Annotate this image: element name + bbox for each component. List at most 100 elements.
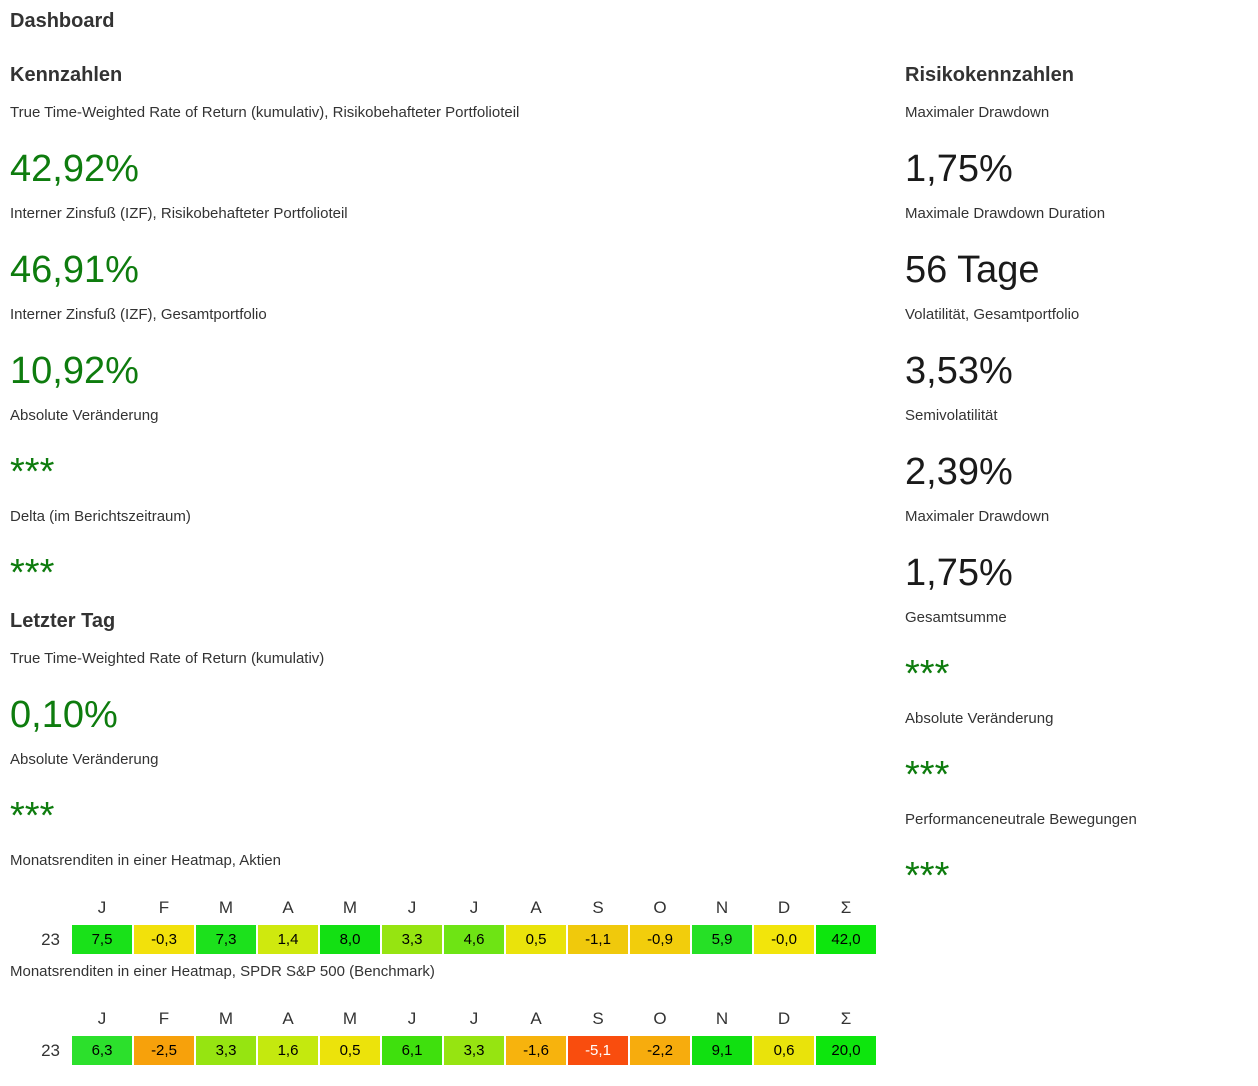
heatmap-column-header: M: [218, 898, 234, 917]
heatmap-cell: -0,3: [134, 925, 194, 954]
heatmap-column-header: J: [469, 1009, 479, 1028]
heatmap-column-header: J: [407, 898, 417, 917]
metric: Maximale Drawdown Duration 56 Tage: [905, 204, 1255, 294]
metric-value: 3,53%: [905, 350, 1013, 392]
heatmap-cell: 6,1: [382, 1036, 442, 1065]
heatmap-cell: 1,4: [258, 925, 318, 954]
metric-label: True Time-Weighted Rate of Return (kumul…: [10, 104, 520, 121]
metric-value: ***: [10, 795, 55, 837]
metric-value: 2,39%: [905, 451, 1013, 493]
metric-value: 56 Tage: [905, 249, 1040, 291]
metric-value: ***: [10, 552, 55, 594]
metric: Semivolatilität 2,39%: [905, 406, 1255, 496]
metric-value: ***: [10, 451, 55, 493]
heatmap-column-header: D: [777, 1009, 791, 1028]
section-title: Letzter Tag: [10, 610, 116, 632]
metric: Absolute Veränderung ***: [10, 406, 890, 496]
metric-value: 46,91%: [10, 249, 139, 291]
heatmap-column-header: A: [282, 898, 294, 917]
page-title: Dashboard: [10, 10, 115, 32]
heatmap-title: Monatsrenditen in einer Heatmap, Aktien: [10, 852, 281, 869]
heatmap-table: J F M A M J J A S O N D Σ 23 6,3 -2,5 3,3 1,6 0,5 6,1 3,3 -1,…: [10, 1006, 890, 1065]
metric-label: Maximaler Drawdown: [905, 508, 1050, 525]
metric-value: 0,10%: [10, 694, 118, 736]
heatmap-column-header: A: [530, 1009, 542, 1028]
heatmap-column-header: Σ: [840, 1009, 852, 1028]
metric-value: 10,92%: [10, 350, 139, 392]
heatmap-column-header: O: [653, 1009, 667, 1028]
metric: Maximaler Drawdown 1,75%: [905, 507, 1255, 597]
metric-label: Semivolatilität: [905, 407, 998, 424]
heatmap-cell: 0,5: [506, 925, 566, 954]
metric-label: Interner Zinsfuß (IZF), Risikobehafteter…: [10, 205, 348, 222]
heatmap-row-label: 23: [41, 930, 60, 949]
heatmap-row-label: 23: [41, 1041, 60, 1060]
heatmap-cell: 3,3: [196, 1036, 256, 1065]
heatmap-cell: 6,3: [72, 1036, 132, 1065]
heatmap-cell: 4,6: [444, 925, 504, 954]
heatmap-title: Monatsrenditen in einer Heatmap, SPDR S&…: [10, 963, 435, 980]
heatmap-column-header: S: [592, 898, 604, 917]
heatmap-cell: -2,5: [134, 1036, 194, 1065]
metric: True Time-Weighted Rate of Return (kumul…: [10, 649, 890, 739]
metric-label: Gesamtsumme: [905, 609, 1007, 626]
heatmap-cell: 3,3: [382, 925, 442, 954]
heatmap-column-header: Σ: [840, 898, 852, 917]
heatmap-corner-spacer: [10, 1006, 70, 1032]
metric: Absolute Veränderung ***: [905, 709, 1255, 799]
heatmap-cell: 0,5: [320, 1036, 380, 1065]
heatmap-data-row: 23 6,3 -2,5 3,3 1,6 0,5 6,1 3,3 -1,6 -5,1 -2,2 9,1 0…: [10, 1036, 890, 1065]
heatmap-cell: -5,1: [568, 1036, 628, 1065]
heatmap-column-header: F: [158, 1009, 170, 1028]
metric-label: Maximale Drawdown Duration: [905, 205, 1106, 222]
metric-value: ***: [905, 754, 950, 796]
heatmap-column-header: J: [469, 898, 479, 917]
metric-label: Volatilität, Gesamtportfolio: [905, 306, 1080, 323]
metric: Volatilität, Gesamtportfolio 3,53%: [905, 305, 1255, 395]
metric: Interner Zinsfuß (IZF), Risikobehafteter…: [10, 204, 890, 294]
metric-value: ***: [905, 653, 950, 695]
heatmap-column-header: O: [653, 898, 667, 917]
heatmap-cell: 7,3: [196, 925, 256, 954]
heatmap-cell: -2,2: [630, 1036, 690, 1065]
metric: Delta (im Berichtszeitraum) ***: [10, 507, 890, 597]
heatmap-column-header: M: [342, 1009, 358, 1028]
metric-label: Maximaler Drawdown: [905, 104, 1050, 121]
section-title: Risikokennzahlen: [905, 64, 1074, 86]
metric-label: Performanceneutrale Bewegungen: [905, 811, 1137, 828]
metric-label: Delta (im Berichtszeitraum): [10, 508, 191, 525]
heatmap-cell: 8,0: [320, 925, 380, 954]
heatmap-cell: 20,0: [816, 1036, 876, 1065]
metric: Maximaler Drawdown 1,75%: [905, 103, 1255, 193]
heatmap-column-header: J: [407, 1009, 417, 1028]
heatmap-column-header: J: [97, 1009, 107, 1028]
heatmap-widget: Monatsrenditen in einer Heatmap, Aktien J…: [10, 851, 890, 954]
metric: Absolute Veränderung ***: [10, 750, 890, 840]
heatmap-column-header: N: [715, 1009, 729, 1028]
heatmap-column-header: A: [282, 1009, 294, 1028]
metric: Gesamtsumme ***: [905, 608, 1255, 698]
heatmap-cell: -1,1: [568, 925, 628, 954]
heatmap-column-header: F: [158, 898, 170, 917]
heatmap-data-row: 23 7,5 -0,3 7,3 1,4 8,0 3,3 4,6 0,5 -1,1 -0,9 5,9 -0…: [10, 925, 890, 954]
heatmap-column-header: J: [97, 898, 107, 917]
heatmap-cell: 3,3: [444, 1036, 504, 1065]
metric-label: Interner Zinsfuß (IZF), Gesamtportfolio: [10, 306, 267, 323]
heatmap-cell: 42,0: [816, 925, 876, 954]
metric-value: ***: [905, 855, 950, 897]
metric-label: Absolute Veränderung: [905, 710, 1054, 727]
heatmap-table: J F M A M J J A S O N D Σ 23 7,5 -0,3 7,3 1,4 8,0 3,3 4,6 0,5…: [10, 895, 890, 954]
section-title: Kennzahlen: [10, 64, 123, 86]
metric-value: 42,92%: [10, 148, 139, 190]
heatmap-column-header: M: [342, 898, 358, 917]
heatmap-cell: 9,1: [692, 1036, 752, 1065]
heatmap-cell: -0,0: [754, 925, 814, 954]
left-column: Kennzahlen True Time-Weighted Rate of Ret…: [10, 62, 890, 1065]
heatmap-widget: Monatsrenditen in einer Heatmap, SPDR S&…: [10, 962, 890, 1065]
heatmap-column-header: A: [530, 898, 542, 917]
metric: Interner Zinsfuß (IZF), Gesamtportfolio 1…: [10, 305, 890, 395]
heatmap-column-header: D: [777, 898, 791, 917]
